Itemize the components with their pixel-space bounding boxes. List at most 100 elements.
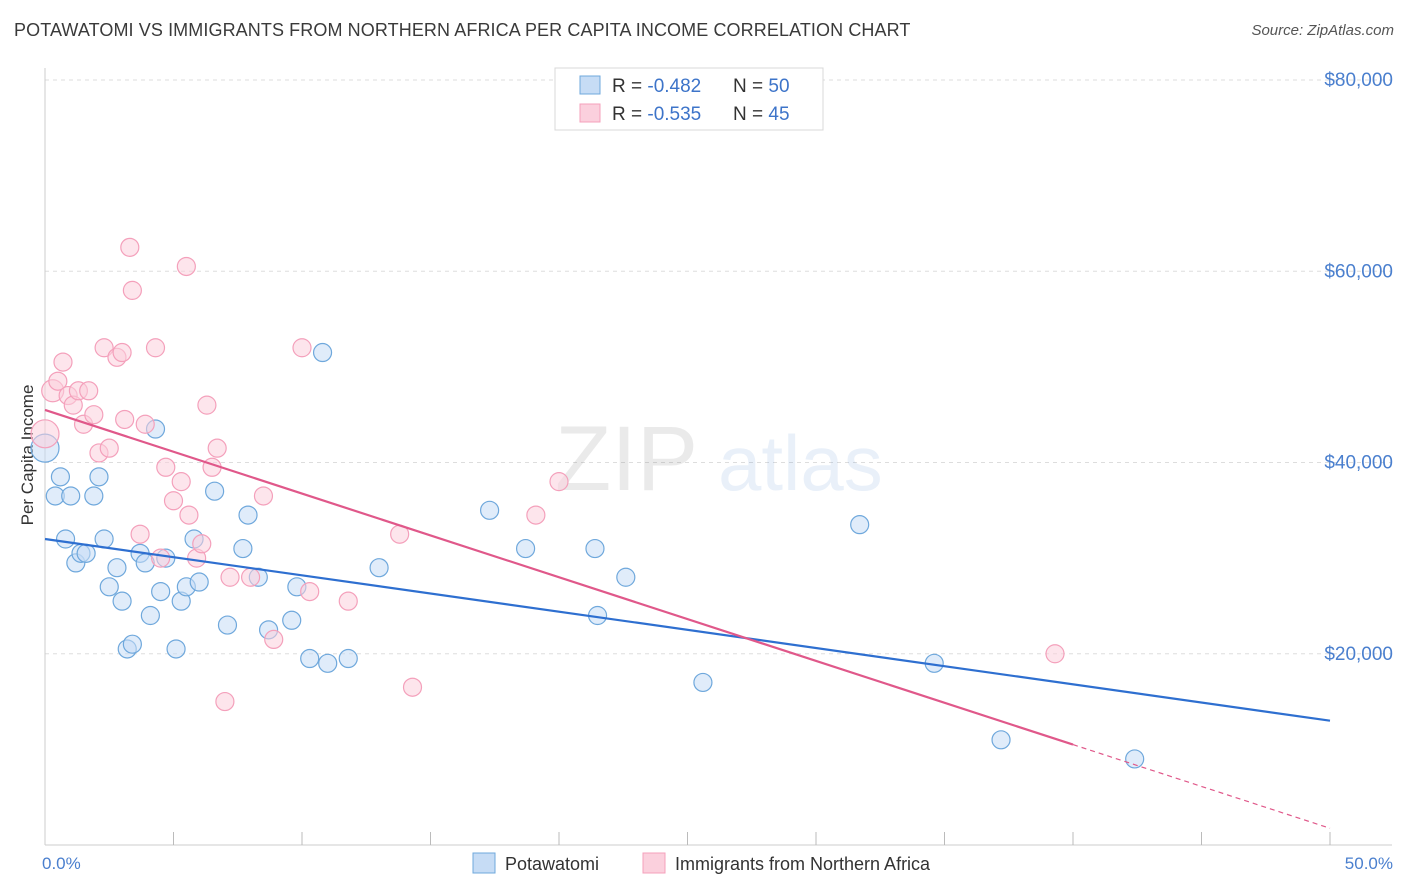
stats-legend: R = -0.482 N = 50 R = -0.535 N = 45 — [554, 67, 824, 131]
point-immigrants — [171, 472, 191, 492]
y-axis-label: Per Capita Income — [18, 385, 37, 526]
point-potawatomi — [61, 486, 81, 506]
point-immigrants — [120, 237, 140, 257]
point-potawatomi — [99, 577, 119, 597]
y-tick-label: $80,000 — [1324, 70, 1393, 91]
point-potawatomi — [205, 481, 225, 501]
point-potawatomi — [107, 558, 127, 578]
point-immigrants — [192, 534, 212, 554]
point-immigrants — [197, 395, 217, 415]
point-immigrants — [264, 629, 284, 650]
trendline-immigrants — [44, 408, 1074, 746]
point-immigrants — [402, 677, 423, 697]
trendline-potawatomi — [44, 537, 1331, 722]
svg-text:N = 45: N = 45 — [733, 104, 790, 125]
point-immigrants — [79, 381, 99, 401]
point-potawatomi — [991, 730, 1011, 750]
svg-text:R = -0.535: R = -0.535 — [612, 104, 701, 125]
point-potawatomi — [300, 648, 320, 669]
point-potawatomi — [84, 486, 104, 506]
point-potawatomi — [76, 543, 96, 563]
point-immigrants — [30, 419, 60, 449]
point-potawatomi — [112, 591, 132, 611]
point-immigrants — [94, 338, 114, 358]
point-immigrants — [179, 505, 199, 525]
svg-text:ZIP: ZIP — [555, 408, 698, 510]
stats-r-immigrants: -0.535 — [647, 104, 701, 125]
point-potawatomi — [616, 567, 636, 587]
svg-text:atlas: atlas — [718, 419, 883, 507]
data-points — [30, 237, 1145, 769]
point-potawatomi — [94, 529, 114, 549]
series-legend: Potawatomi Immigrants from Northern Afri… — [472, 852, 931, 874]
point-potawatomi — [55, 529, 76, 549]
point-potawatomi — [850, 515, 870, 535]
point-immigrants — [135, 414, 155, 434]
chart-title: POTAWATOMI VS IMMIGRANTS FROM NORTHERN A… — [14, 20, 911, 40]
x-tick-label-max: 50.0% — [1345, 854, 1393, 873]
point-potawatomi — [1125, 749, 1145, 769]
point-immigrants — [163, 491, 184, 511]
point-immigrants — [156, 457, 176, 477]
point-immigrants — [241, 567, 261, 587]
point-potawatomi — [515, 538, 536, 559]
point-potawatomi — [238, 505, 258, 525]
point-potawatomi — [122, 634, 142, 654]
point-immigrants — [207, 438, 227, 458]
point-immigrants — [99, 438, 119, 458]
point-potawatomi — [217, 615, 238, 635]
stats-swatch-immigrants — [579, 103, 601, 123]
point-immigrants — [48, 371, 68, 391]
point-potawatomi — [693, 672, 713, 693]
point-immigrants — [130, 524, 150, 544]
point-immigrants — [292, 338, 312, 358]
point-potawatomi — [140, 605, 160, 626]
legend-label-potawatomi: Potawatomi — [505, 854, 599, 874]
point-immigrants — [84, 405, 104, 425]
point-potawatomi — [166, 639, 186, 659]
point-immigrants — [215, 691, 235, 712]
point-potawatomi — [369, 558, 389, 578]
stats-swatch-potawatomi — [579, 75, 601, 95]
point-immigrants — [176, 256, 196, 277]
point-immigrants — [112, 342, 132, 363]
legend-swatch-immigrants — [642, 852, 666, 874]
point-potawatomi — [585, 538, 605, 559]
legend-swatch-potawatomi — [472, 852, 496, 874]
point-potawatomi — [282, 610, 302, 630]
svg-text:N = 50: N = 50 — [733, 76, 790, 97]
x-ticks — [173, 832, 1331, 845]
chart-source: Source: ZipAtlas.com — [1251, 22, 1394, 39]
point-immigrants — [145, 338, 166, 358]
y-tick-label: $40,000 — [1324, 453, 1393, 474]
point-potawatomi — [318, 653, 338, 673]
stats-n-potawatomi: 50 — [768, 76, 789, 97]
point-potawatomi — [50, 467, 71, 487]
point-potawatomi — [338, 648, 358, 669]
point-potawatomi — [233, 538, 253, 559]
point-immigrants — [338, 591, 358, 611]
stats-n-immigrants: 45 — [768, 104, 789, 125]
point-potawatomi — [480, 500, 500, 520]
y-tick-label: $20,000 — [1324, 644, 1393, 665]
point-immigrants — [253, 486, 274, 506]
x-tick-label-min: 0.0% — [42, 854, 81, 873]
trend-lines — [44, 408, 1331, 829]
point-immigrants — [549, 472, 569, 492]
y-tick-label: $60,000 — [1324, 261, 1393, 282]
point-immigrants — [115, 409, 135, 430]
point-potawatomi — [189, 572, 209, 592]
point-immigrants — [122, 280, 142, 300]
stats-r-potawatomi: -0.482 — [647, 76, 701, 97]
y-tick-labels: $20,000 $40,000 $60,000 $80,000 — [1324, 70, 1393, 665]
point-immigrants — [526, 505, 546, 525]
point-immigrants — [1045, 644, 1065, 664]
legend-label-immigrants: Immigrants from Northern Africa — [675, 854, 931, 874]
point-immigrants — [151, 548, 171, 568]
point-potawatomi — [89, 467, 109, 487]
point-immigrants — [300, 581, 320, 602]
point-potawatomi — [151, 581, 171, 602]
point-potawatomi — [312, 342, 333, 363]
svg-text:R = -0.482: R = -0.482 — [612, 76, 701, 97]
